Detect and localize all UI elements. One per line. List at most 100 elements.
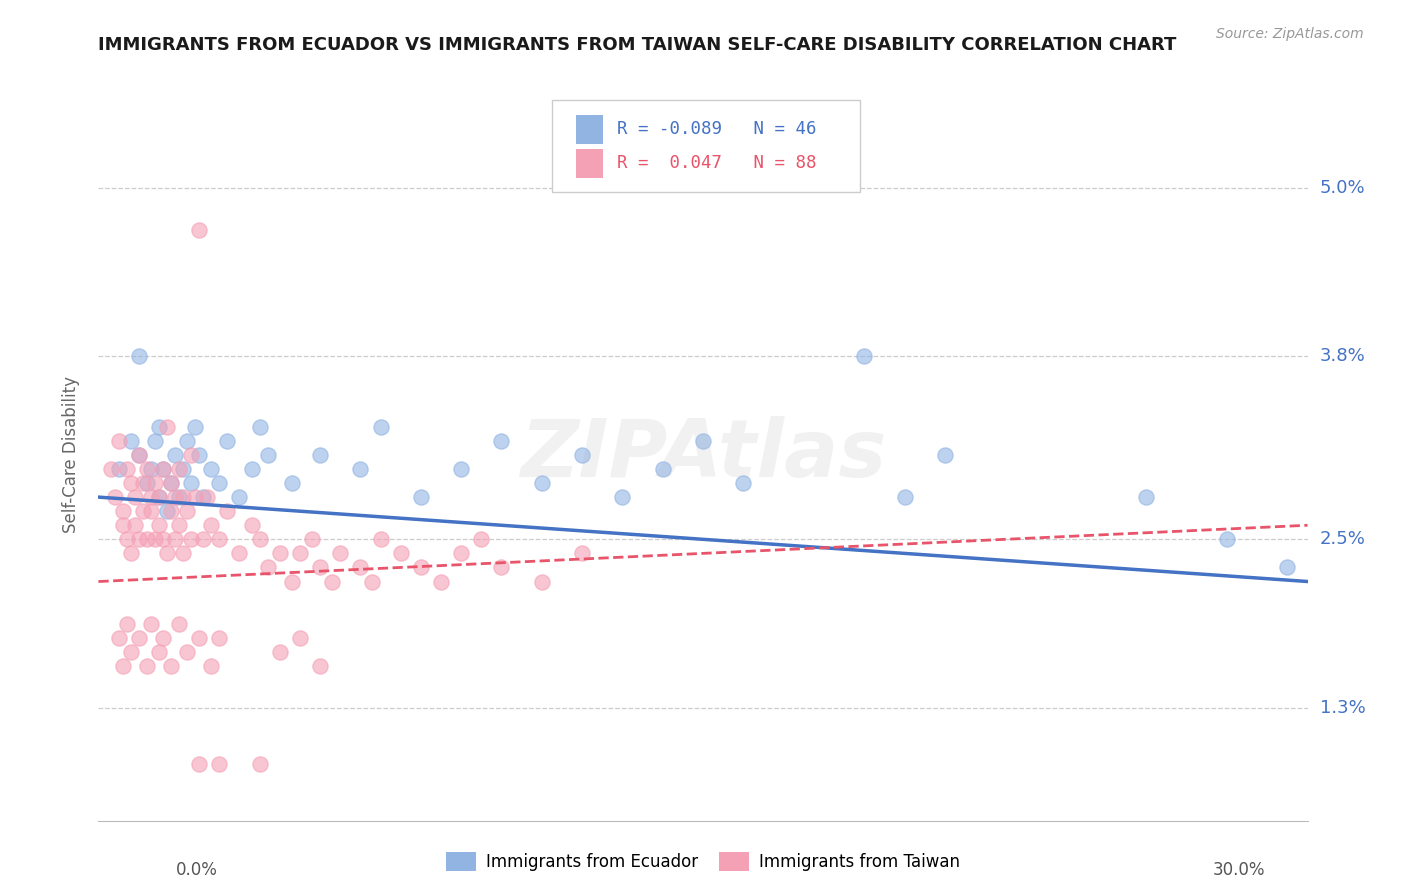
- Point: [450, 462, 472, 476]
- Point: [148, 645, 170, 659]
- Point: [450, 546, 472, 560]
- Point: [103, 490, 125, 504]
- Point: [491, 434, 513, 448]
- Point: [228, 546, 250, 560]
- Point: [651, 462, 673, 476]
- Point: [172, 490, 194, 504]
- Point: [135, 533, 157, 547]
- Point: [107, 631, 129, 645]
- Point: [163, 448, 186, 462]
- Point: [240, 518, 263, 533]
- Point: [733, 476, 755, 491]
- Point: [115, 533, 138, 547]
- Point: [195, 490, 218, 504]
- Point: [176, 434, 198, 448]
- Point: [288, 631, 311, 645]
- Point: [269, 546, 291, 560]
- Point: [148, 518, 170, 533]
- Point: [167, 462, 190, 476]
- Point: [180, 448, 202, 462]
- Legend: Immigrants from Ecuador, Immigrants from Taiwan: Immigrants from Ecuador, Immigrants from…: [440, 846, 966, 878]
- Point: [152, 533, 174, 547]
- Point: [217, 504, 239, 518]
- Point: [180, 533, 202, 547]
- Point: [281, 476, 304, 491]
- Point: [370, 533, 392, 547]
- Point: [200, 462, 222, 476]
- Point: [120, 434, 142, 448]
- Point: [135, 476, 157, 491]
- Point: [1216, 533, 1239, 547]
- Point: [143, 533, 166, 547]
- Point: [184, 419, 207, 434]
- Point: [370, 419, 392, 434]
- Point: [152, 631, 174, 645]
- Point: [107, 462, 129, 476]
- FancyBboxPatch shape: [576, 115, 603, 144]
- Point: [135, 659, 157, 673]
- Point: [124, 490, 146, 504]
- Point: [160, 504, 183, 518]
- Point: [200, 518, 222, 533]
- Point: [111, 504, 134, 518]
- Text: R = -0.089   N = 46: R = -0.089 N = 46: [617, 120, 817, 137]
- Point: [530, 574, 553, 589]
- Point: [409, 490, 432, 504]
- Point: [163, 490, 186, 504]
- Point: [115, 616, 138, 631]
- Point: [143, 434, 166, 448]
- Point: [208, 533, 231, 547]
- Point: [120, 645, 142, 659]
- Point: [200, 659, 222, 673]
- Point: [152, 462, 174, 476]
- Point: [107, 434, 129, 448]
- Point: [148, 419, 170, 434]
- Point: [1277, 560, 1299, 574]
- Point: [281, 574, 304, 589]
- Point: [349, 462, 371, 476]
- Point: [188, 757, 211, 772]
- Point: [208, 757, 231, 772]
- Point: [160, 659, 183, 673]
- FancyBboxPatch shape: [576, 149, 603, 178]
- Point: [309, 659, 332, 673]
- Text: IMMIGRANTS FROM ECUADOR VS IMMIGRANTS FROM TAIWAN SELF-CARE DISABILITY CORRELATI: IMMIGRANTS FROM ECUADOR VS IMMIGRANTS FR…: [98, 36, 1177, 54]
- Point: [571, 448, 593, 462]
- Point: [193, 490, 215, 504]
- Point: [128, 533, 150, 547]
- Point: [128, 631, 150, 645]
- Point: [309, 560, 332, 574]
- Point: [249, 757, 271, 772]
- Point: [135, 462, 157, 476]
- Point: [120, 546, 142, 560]
- Text: ZIPAtlas: ZIPAtlas: [520, 416, 886, 494]
- Point: [571, 546, 593, 560]
- Point: [128, 448, 150, 462]
- Point: [156, 546, 179, 560]
- Point: [184, 490, 207, 504]
- Point: [217, 434, 239, 448]
- Point: [240, 462, 263, 476]
- Point: [249, 533, 271, 547]
- Point: [100, 462, 122, 476]
- Point: [612, 490, 634, 504]
- Point: [132, 476, 155, 491]
- Point: [188, 631, 211, 645]
- Point: [152, 462, 174, 476]
- Point: [167, 616, 190, 631]
- Point: [143, 476, 166, 491]
- Point: [249, 419, 271, 434]
- Point: [111, 518, 134, 533]
- Point: [430, 574, 453, 589]
- Point: [692, 434, 714, 448]
- Y-axis label: Self-Care Disability: Self-Care Disability: [62, 376, 80, 533]
- Point: [128, 350, 150, 364]
- Point: [124, 518, 146, 533]
- Text: 3.8%: 3.8%: [1320, 348, 1365, 366]
- Point: [228, 490, 250, 504]
- Point: [148, 490, 170, 504]
- Point: [139, 504, 162, 518]
- Point: [128, 448, 150, 462]
- Text: Source: ZipAtlas.com: Source: ZipAtlas.com: [1216, 27, 1364, 41]
- Point: [176, 504, 198, 518]
